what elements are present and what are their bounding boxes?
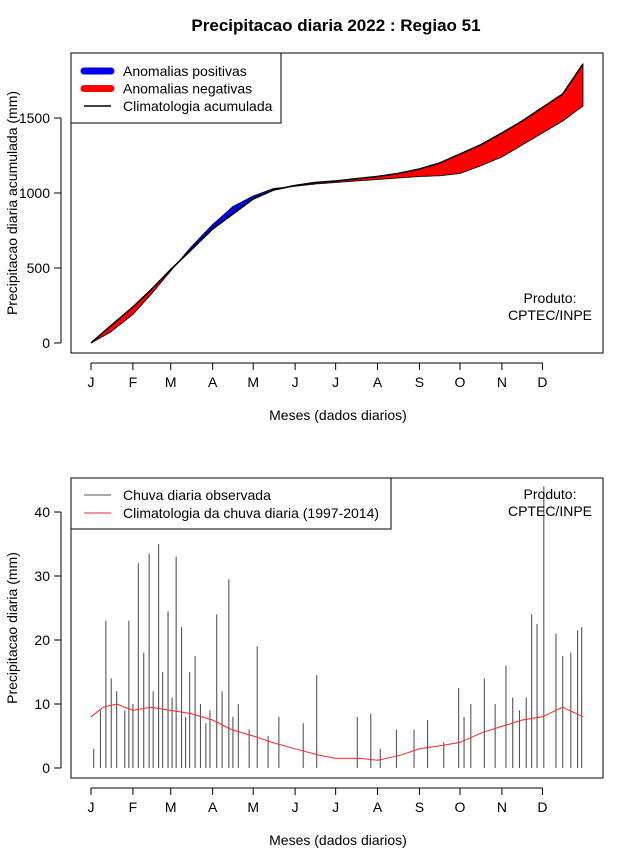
x-tick-label: S <box>415 799 424 815</box>
x-tick-label: J <box>332 799 339 815</box>
legend-label: Anomalias positivas <box>123 63 247 79</box>
legend-label: Climatologia da chuva diaria (1997-2014) <box>123 505 379 521</box>
x-tick-label: O <box>455 799 466 815</box>
y-tick-label: 10 <box>34 696 50 712</box>
y-tick-label: 0 <box>42 760 50 776</box>
x-tick-label: J <box>332 374 339 390</box>
x-tick-label: J <box>292 799 299 815</box>
positive-anomaly-area <box>177 186 288 264</box>
x-tick-label: N <box>497 799 507 815</box>
legend-label: Anomalias negativas <box>123 81 252 97</box>
x-tick-label: J <box>292 374 299 390</box>
y-tick-label: 30 <box>34 568 50 584</box>
climatology-cumulative-line <box>90 63 584 344</box>
x-tick-label: A <box>373 799 383 815</box>
x-tick-label: J <box>88 374 95 390</box>
credit-line-2: CPTEC/INPE <box>508 503 592 519</box>
y-axis-label: Precipitacao diaria (mm) <box>4 552 20 704</box>
chart-title: Precipitacao diaria 2022 : Regiao 51 <box>191 16 480 35</box>
negative-anomaly-area <box>287 62 584 188</box>
x-tick-label: M <box>165 374 177 390</box>
credit-line-2: CPTEC/INPE <box>508 307 592 323</box>
x-tick-label: N <box>497 374 507 390</box>
y-tick-label: 1000 <box>19 185 50 201</box>
daily-chart: J F M A M J J A S O N D Meses (dados diarios) 0 10 20 30… <box>4 477 604 848</box>
x-tick-label: M <box>165 799 177 815</box>
x-tick-label: A <box>208 374 218 390</box>
y-tick-label: 0 <box>42 335 50 351</box>
x-tick-label: A <box>208 799 218 815</box>
credit-line-1: Produto: <box>524 290 577 306</box>
y-axis-label: Precipitacao diaria acumulada (mm) <box>4 91 20 315</box>
x-tick-label: O <box>455 374 466 390</box>
plot-frame <box>70 52 604 354</box>
x-tick-label: M <box>247 374 259 390</box>
y-tick-label: 500 <box>27 260 51 276</box>
x-tick-label: A <box>373 374 383 390</box>
climatology-daily-line <box>90 703 584 761</box>
legend: Chuva diaria observada Climatologia da ch… <box>70 477 392 530</box>
accumulated-chart: J F M A M J J A S O N D Meses (dados diarios) 0 500 100… <box>4 52 604 423</box>
legend: Anomalias positivas Anomalias negativasCl… <box>70 52 282 124</box>
x-axis-label: Meses (dados diarios) <box>269 832 407 848</box>
x-tick-label: S <box>415 374 424 390</box>
x-tick-label: F <box>129 374 138 390</box>
x-tick-label: F <box>129 799 138 815</box>
y-tick-label: 1500 <box>19 110 50 126</box>
x-axis-label: Meses (dados diarios) <box>269 407 407 423</box>
legend-box <box>70 477 392 530</box>
y-tick-label: 40 <box>34 504 50 520</box>
legend-label: Climatologia acumulada <box>123 98 273 114</box>
legend-label: Chuva diaria observada <box>123 487 271 503</box>
x-tick-label: J <box>88 799 95 815</box>
x-tick-label: D <box>537 374 547 390</box>
y-tick-label: 20 <box>34 632 50 648</box>
x-tick-label: D <box>537 799 547 815</box>
x-tick-label: M <box>247 799 259 815</box>
credit-line-1: Produto: <box>524 486 577 502</box>
